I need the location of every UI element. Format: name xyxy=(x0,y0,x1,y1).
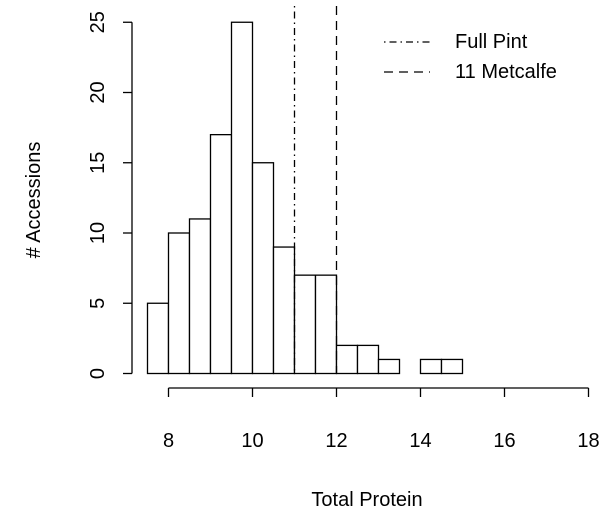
x-tick-label: 12 xyxy=(325,430,347,452)
reference-lines xyxy=(293,6,338,374)
histogram-bar xyxy=(209,133,233,375)
y-tick-label: 15 xyxy=(87,152,109,174)
histogram-bars xyxy=(146,21,464,375)
y-tick-label: 20 xyxy=(87,81,109,103)
x-tick-label: 8 xyxy=(163,430,174,452)
legend-label: 11 Metcalfe xyxy=(455,61,557,83)
y-tick-label: 5 xyxy=(87,298,109,309)
y-tick-label: 0 xyxy=(87,368,109,379)
histogram-bar xyxy=(146,302,170,375)
histogram-bar xyxy=(188,218,212,375)
histogram-bar xyxy=(167,232,191,375)
histogram-bar xyxy=(230,21,254,375)
histogram-bar xyxy=(335,344,359,375)
histogram-bar xyxy=(293,274,317,375)
histogram-bar xyxy=(377,358,401,375)
y-axis-label: # Accessions xyxy=(23,142,45,259)
x-axis: 8 10 12 14 16 18 xyxy=(163,387,600,452)
legend: Full Pint 11 Metcalfe xyxy=(384,31,557,83)
y-tick-label: 25 xyxy=(87,11,109,33)
histogram-bar xyxy=(272,246,296,375)
y-axis: 0 5 10 15 20 25 xyxy=(87,11,133,379)
histogram-bar xyxy=(251,162,275,375)
x-tick-label: 10 xyxy=(241,430,263,452)
x-tick-label: 16 xyxy=(493,430,515,452)
x-axis-label: Total Protein xyxy=(311,489,422,511)
histogram-bar xyxy=(314,274,338,375)
histogram-bar xyxy=(440,358,464,375)
histogram-bar xyxy=(356,344,380,375)
x-tick-label: 14 xyxy=(409,430,431,452)
y-tick-label: 10 xyxy=(87,222,109,244)
legend-label: Full Pint xyxy=(455,31,528,53)
x-tick-label: 18 xyxy=(577,430,599,452)
histogram-bar xyxy=(419,358,443,375)
